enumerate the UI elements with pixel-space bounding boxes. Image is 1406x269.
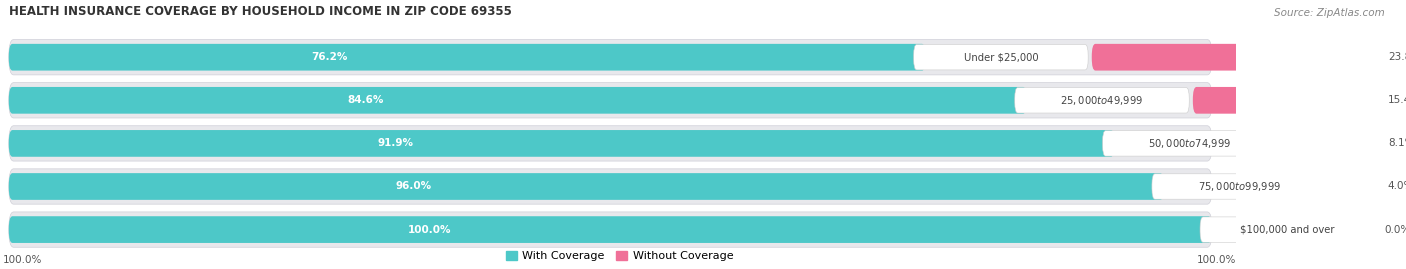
FancyBboxPatch shape bbox=[1201, 217, 1375, 242]
Text: $50,000 to $74,999: $50,000 to $74,999 bbox=[1149, 137, 1232, 150]
Text: 100.0%: 100.0% bbox=[1197, 255, 1236, 265]
FancyBboxPatch shape bbox=[8, 169, 1212, 204]
Text: 100.0%: 100.0% bbox=[3, 255, 42, 265]
FancyBboxPatch shape bbox=[1015, 88, 1189, 113]
Text: HEALTH INSURANCE COVERAGE BY HOUSEHOLD INCOME IN ZIP CODE 69355: HEALTH INSURANCE COVERAGE BY HOUSEHOLD I… bbox=[8, 5, 512, 19]
FancyBboxPatch shape bbox=[8, 44, 925, 70]
FancyBboxPatch shape bbox=[1091, 44, 1378, 70]
Text: 8.1%: 8.1% bbox=[1388, 139, 1406, 148]
Text: $25,000 to $49,999: $25,000 to $49,999 bbox=[1060, 94, 1143, 107]
FancyBboxPatch shape bbox=[1281, 130, 1378, 157]
FancyBboxPatch shape bbox=[8, 212, 1212, 247]
FancyBboxPatch shape bbox=[1330, 173, 1378, 200]
FancyBboxPatch shape bbox=[1192, 87, 1378, 114]
FancyBboxPatch shape bbox=[914, 45, 1088, 70]
FancyBboxPatch shape bbox=[8, 83, 1212, 118]
Text: 76.2%: 76.2% bbox=[312, 52, 347, 62]
Legend: With Coverage, Without Coverage: With Coverage, Without Coverage bbox=[502, 247, 738, 266]
Text: Under $25,000: Under $25,000 bbox=[963, 52, 1038, 62]
Text: Source: ZipAtlas.com: Source: ZipAtlas.com bbox=[1274, 8, 1385, 18]
Text: $75,000 to $99,999: $75,000 to $99,999 bbox=[1198, 180, 1281, 193]
Text: 15.4%: 15.4% bbox=[1388, 95, 1406, 105]
FancyBboxPatch shape bbox=[8, 126, 1212, 161]
FancyBboxPatch shape bbox=[8, 87, 1026, 114]
FancyBboxPatch shape bbox=[8, 130, 1115, 157]
FancyBboxPatch shape bbox=[8, 173, 1164, 200]
Text: 4.0%: 4.0% bbox=[1388, 182, 1406, 192]
FancyBboxPatch shape bbox=[1152, 174, 1326, 199]
FancyBboxPatch shape bbox=[1102, 131, 1277, 156]
FancyBboxPatch shape bbox=[8, 216, 1212, 243]
Text: 23.8%: 23.8% bbox=[1388, 52, 1406, 62]
Text: 0.0%: 0.0% bbox=[1384, 225, 1406, 235]
FancyBboxPatch shape bbox=[8, 40, 1212, 75]
Text: 96.0%: 96.0% bbox=[395, 182, 432, 192]
Text: 91.9%: 91.9% bbox=[378, 139, 413, 148]
Text: 84.6%: 84.6% bbox=[347, 95, 384, 105]
Text: $100,000 and over: $100,000 and over bbox=[1240, 225, 1334, 235]
Text: 100.0%: 100.0% bbox=[408, 225, 451, 235]
